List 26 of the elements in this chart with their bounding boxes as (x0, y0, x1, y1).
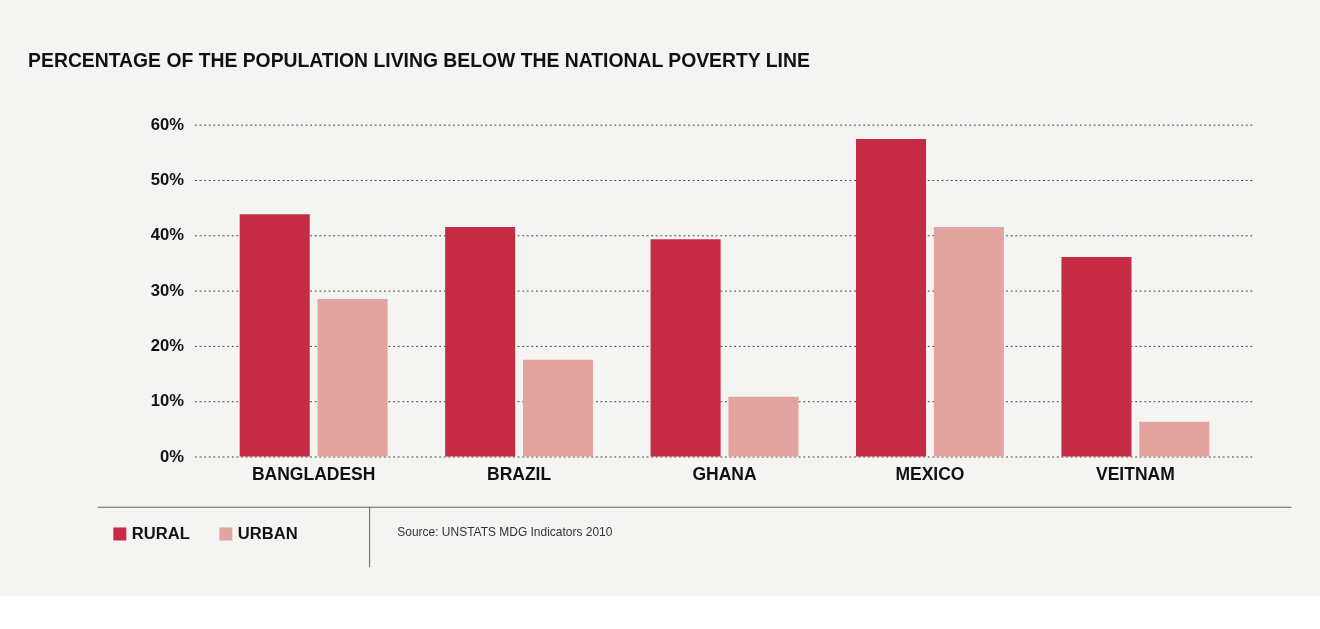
bar (239, 214, 310, 457)
bar (1061, 256, 1132, 457)
x-tick-label: BANGLADESH (251, 464, 376, 485)
legend-label: RURAL (131, 523, 190, 543)
bar (317, 298, 388, 457)
bar (856, 139, 927, 457)
y-tick-label: 30% (150, 280, 185, 300)
bar (445, 227, 516, 457)
y-tick-label: 20% (150, 336, 185, 355)
x-tick-label: VEITNAM (1096, 464, 1175, 485)
x-tick-label: BRAZIL (487, 464, 552, 485)
x-tick-label: MEXICO (895, 464, 965, 485)
y-tick-label: 10% (150, 391, 185, 411)
y-tick-label: 60% (150, 114, 185, 134)
x-tick-label: GHANA (692, 464, 757, 485)
chart-title: PERCENTAGE OF THE POPULATION LIVING BELOW THE NATIONAL POVERTY LINE (28, 48, 810, 71)
bar (933, 227, 1004, 457)
source-note: Source: UNSTATS MDG Indicators 2010 (397, 524, 613, 539)
bar (650, 239, 721, 457)
y-tick-label: 40% (150, 225, 185, 245)
bar (522, 359, 594, 457)
y-tick-label: 50% (150, 170, 185, 190)
bar (728, 396, 799, 457)
y-tick-label: 0% (159, 446, 185, 466)
bar (1139, 421, 1210, 457)
legend-label: URBAN (237, 523, 298, 543)
